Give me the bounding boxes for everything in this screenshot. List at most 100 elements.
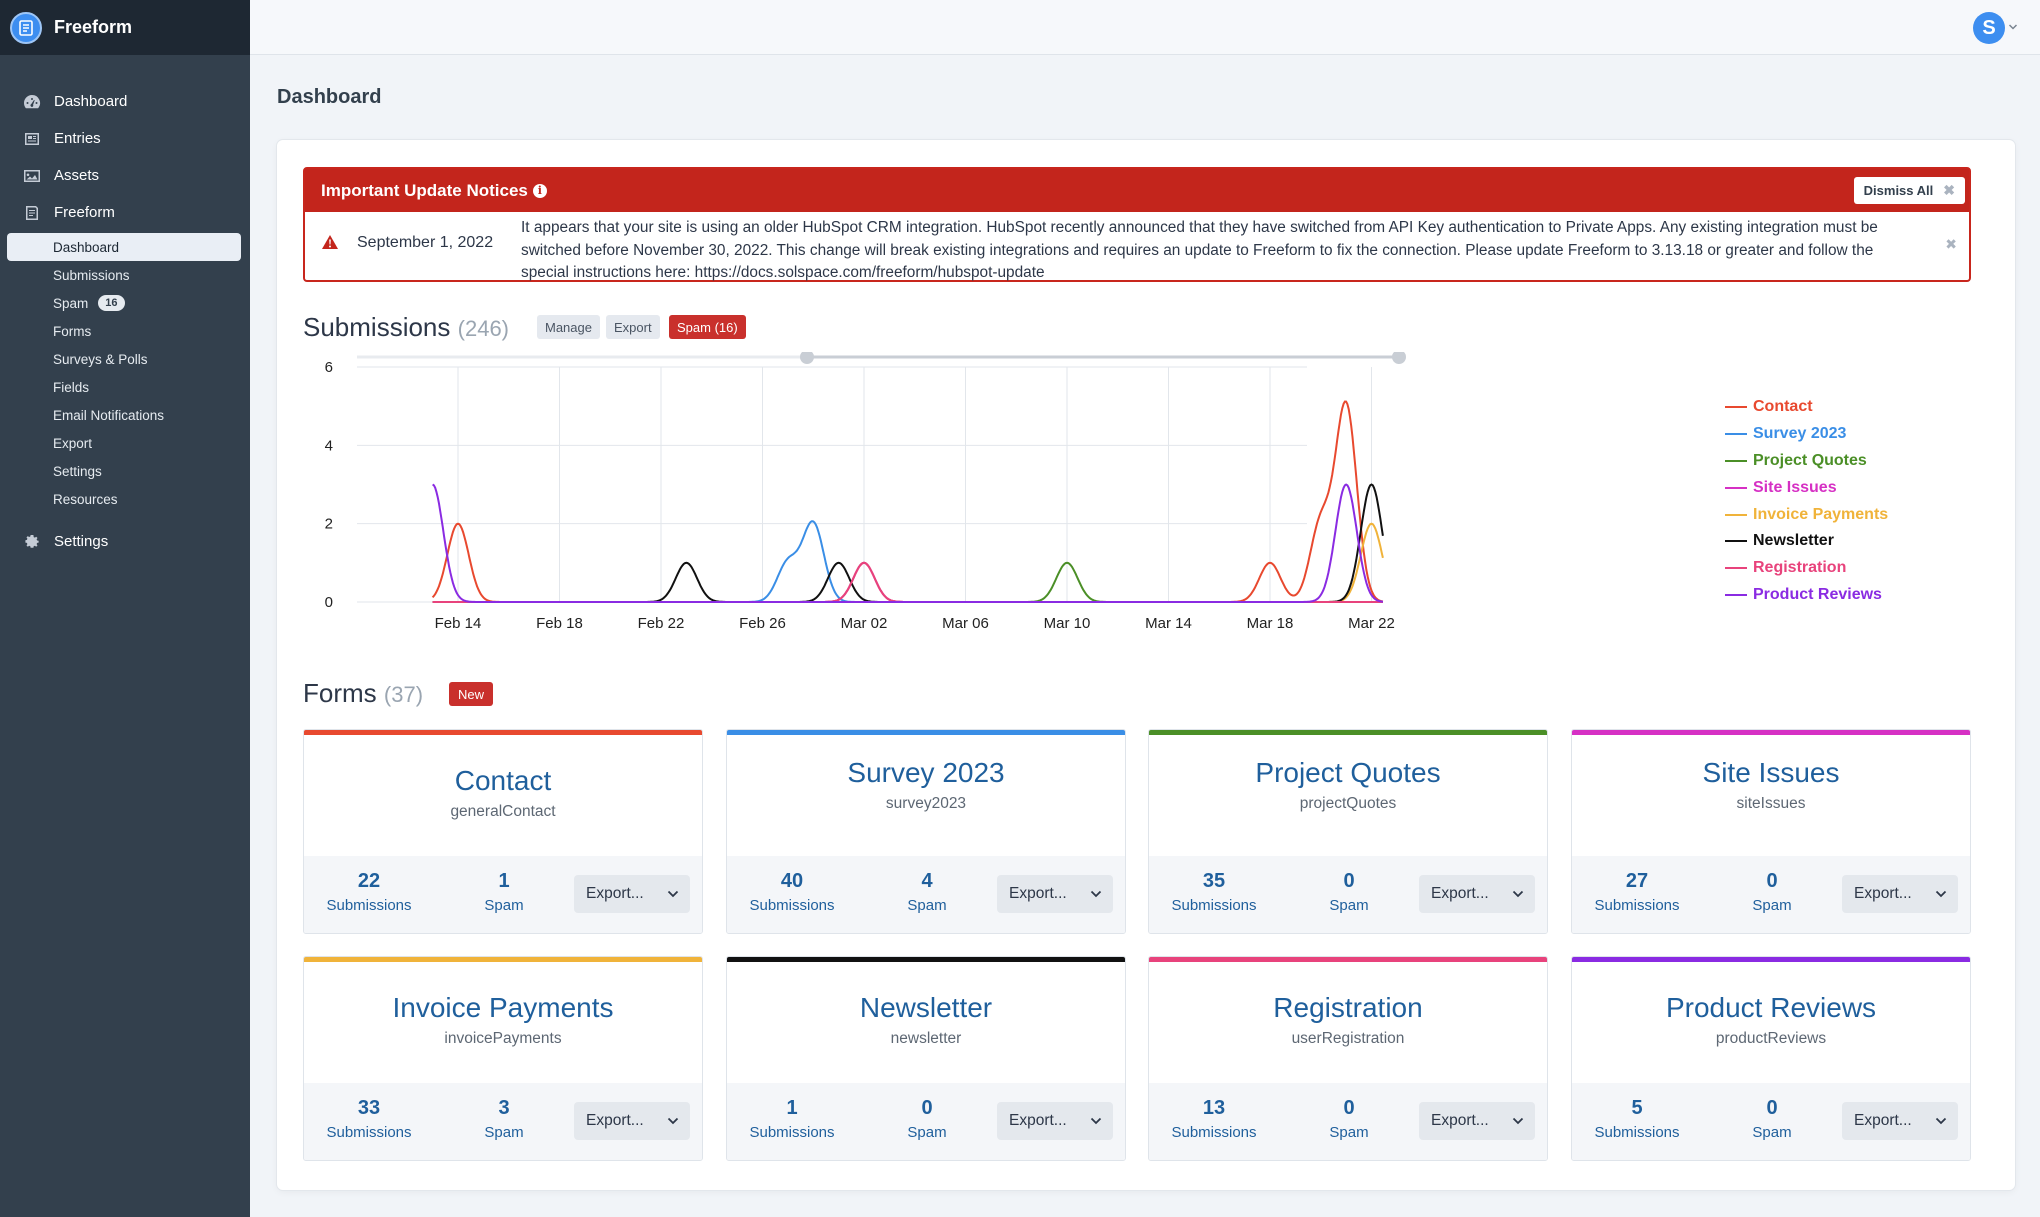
export-select[interactable]: Export... [1842, 875, 1958, 913]
spam-button[interactable]: Spam (16) [669, 315, 746, 339]
nav-label: Settings [54, 533, 109, 550]
form-handle: productReviews [1715, 1030, 1827, 1047]
legend-item[interactable]: Contact [1725, 394, 1888, 421]
form-name-link[interactable]: Invoice Payments [392, 992, 614, 1023]
chevron-down-icon[interactable] [2008, 22, 2018, 32]
spam-stat[interactable]: 0 Spam [1289, 870, 1409, 914]
spam-stat[interactable]: 0 Spam [1289, 1097, 1409, 1141]
form-name-link[interactable]: Contact [454, 765, 552, 796]
legend-item[interactable]: Site Issues [1725, 474, 1888, 501]
form-card: Product Reviews productReviews 5 Submission… [1571, 956, 1971, 1161]
dismiss-notice-icon[interactable]: ✖ [1945, 236, 1957, 252]
spam-stat[interactable]: 0 Spam [1712, 1097, 1832, 1141]
submissions-count: (246) [457, 316, 509, 341]
subnav-export[interactable]: Export [7, 429, 241, 457]
manage-button[interactable]: Manage [537, 315, 600, 339]
form-name-link[interactable]: Registration [1273, 992, 1423, 1023]
legend-item[interactable]: Invoice Payments [1725, 501, 1888, 528]
subnav-email-notifications[interactable]: Email Notifications [7, 401, 241, 429]
nav-entries[interactable]: Entries [0, 120, 250, 157]
form-card: Project Quotes projectQuotes 35 Submissions… [1148, 729, 1548, 934]
nav-label: Freeform [54, 204, 115, 221]
subnav-submissions[interactable]: Submissions [7, 261, 241, 289]
subnav-settings[interactable]: Settings [7, 457, 241, 485]
legend-item[interactable]: Product Reviews [1725, 582, 1888, 609]
subnav-label: Surveys & Polls [53, 351, 148, 367]
nav-assets[interactable]: Assets [0, 157, 250, 194]
form-name-link[interactable]: Product Reviews [1665, 992, 1877, 1023]
subnav-surveys-polls[interactable]: Surveys & Polls [7, 345, 241, 373]
form-name-link[interactable]: Newsletter [859, 992, 993, 1023]
subnav-label: Settings [53, 463, 102, 479]
subnav-dashboard[interactable]: Dashboard [7, 233, 241, 261]
legend-label: Invoice Payments [1753, 505, 1889, 523]
card-color-bar [1149, 730, 1547, 735]
submissions-count: 33 [357, 1097, 381, 1119]
subnav-resources[interactable]: Resources [7, 485, 241, 513]
subnav-label: Email Notifications [53, 407, 165, 423]
submissions-label: Submissions [326, 1124, 412, 1141]
subnav-fields[interactable]: Fields [7, 373, 241, 401]
spam-stat[interactable]: 1 Spam [444, 870, 564, 914]
form-name-link[interactable]: Project Quotes [1255, 757, 1441, 788]
submissions-stat[interactable]: 1 Submissions [732, 1097, 852, 1141]
export-select[interactable]: Export... [1419, 875, 1535, 913]
export-select-label: Export... [1431, 1112, 1489, 1129]
export-select[interactable]: Export... [997, 1102, 1113, 1140]
export-select[interactable]: Export... [1842, 1102, 1958, 1140]
y-tick-label: 0 [325, 594, 333, 611]
submissions-stat[interactable]: 13 Submissions [1154, 1097, 1274, 1141]
user-avatar[interactable]: S [1973, 12, 2005, 44]
spam-count: 3 [498, 1097, 510, 1119]
submissions-stat[interactable]: 22 Submissions [309, 870, 429, 914]
submissions-stat[interactable]: 5 Submissions [1577, 1097, 1697, 1141]
legend-item[interactable]: Project Quotes [1725, 448, 1888, 475]
notice-header: Important Update Notices i Dismiss All ✖ [305, 169, 1969, 212]
export-select-label: Export... [1009, 1112, 1067, 1129]
legend-item[interactable]: Newsletter [1725, 528, 1888, 555]
submissions-stat[interactable]: 27 Submissions [1577, 870, 1697, 914]
export-select[interactable]: Export... [1419, 1102, 1535, 1140]
export-select[interactable]: Export... [997, 875, 1113, 913]
submissions-stat[interactable]: 33 Submissions [309, 1097, 429, 1141]
brand[interactable]: Freeform [0, 0, 250, 55]
spam-stat[interactable]: 4 Spam [867, 870, 987, 914]
newspaper-icon [22, 131, 42, 147]
export-select[interactable]: Export... [574, 1102, 690, 1140]
x-tick-label: Feb 26 [739, 615, 786, 632]
export-select[interactable]: Export... [574, 875, 690, 913]
dashboard-panel: Important Update Notices i Dismiss All ✖… [277, 140, 2015, 1190]
spam-stat[interactable]: 0 Spam [867, 1097, 987, 1141]
nav-freeform[interactable]: Freeform [0, 194, 250, 231]
form-handle: projectQuotes [1299, 795, 1397, 812]
submissions-label: Submissions [1594, 1124, 1680, 1141]
legend-label: Survey 2023 [1753, 425, 1847, 443]
info-icon[interactable]: i [532, 183, 547, 198]
x-tick-label: Mar 02 [841, 615, 888, 632]
range-handle-end [1392, 352, 1406, 364]
spam-label: Spam [907, 1124, 947, 1141]
export-button[interactable]: Export [606, 315, 660, 339]
update-notice: Important Update Notices i Dismiss All ✖… [303, 167, 1971, 282]
legend-item[interactable]: Registration [1725, 555, 1888, 582]
form-name-link[interactable]: Site Issues [1702, 757, 1840, 788]
form-card: Registration userRegistration 13 Submission… [1148, 956, 1548, 1161]
spam-count: 0 [1343, 870, 1355, 892]
submissions-stat[interactable]: 35 Submissions [1154, 870, 1274, 914]
nav-dashboard[interactable]: Dashboard [0, 83, 250, 120]
subnav-forms[interactable]: Forms [7, 317, 241, 345]
chevron-down-icon [667, 890, 679, 898]
spam-stat[interactable]: 0 Spam [1712, 870, 1832, 914]
form-name-link[interactable]: Survey 2023 [847, 757, 1005, 788]
x-tick-label: Feb 14 [435, 615, 482, 632]
spam-label: Spam [484, 897, 524, 914]
new-form-button[interactable]: New [449, 682, 494, 706]
nav-settings[interactable]: Settings [0, 523, 250, 560]
series-line [432, 561, 1383, 603]
spam-stat[interactable]: 3 Spam [444, 1097, 564, 1141]
nav-label: Entries [54, 130, 101, 147]
legend-item[interactable]: Survey 2023 [1725, 421, 1888, 448]
subnav-spam[interactable]: Spam 16 [7, 289, 241, 317]
submissions-stat[interactable]: 40 Submissions [732, 870, 852, 914]
dismiss-all-button[interactable]: Dismiss All ✖ [1853, 177, 1965, 204]
